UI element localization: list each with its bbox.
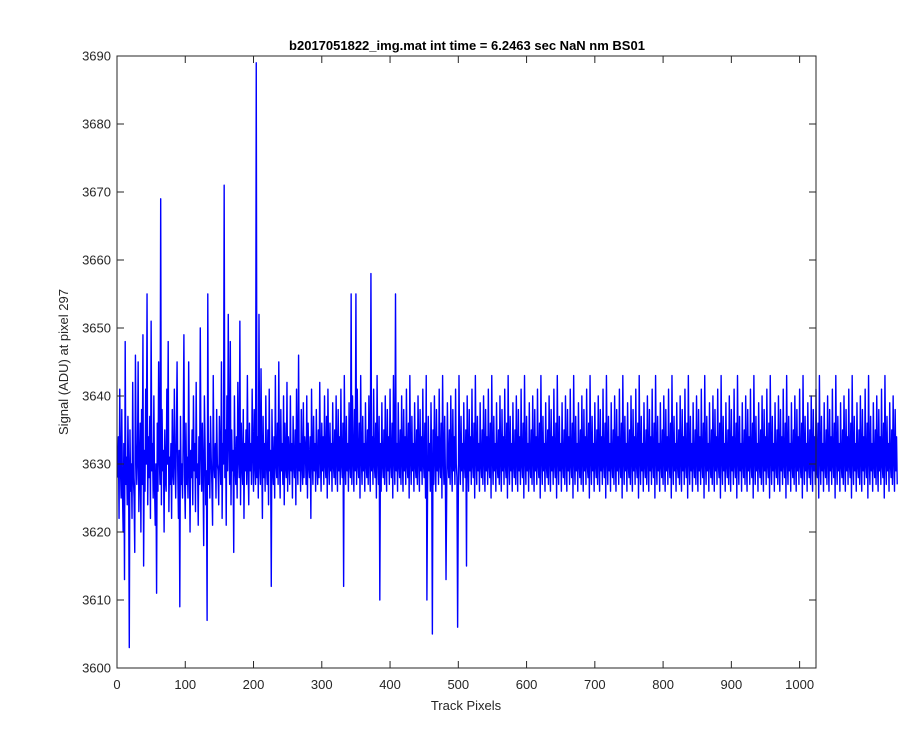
y-tick-label: 3620 [82,525,111,540]
x-tick-label: 600 [516,677,538,692]
x-tick-label: 800 [652,677,674,692]
x-tick-label: 0 [113,677,120,692]
x-tick-label: 400 [379,677,401,692]
x-tick-label: 200 [243,677,265,692]
y-tick-label: 3670 [82,185,111,200]
x-tick-label: 100 [174,677,196,692]
x-axis-ticks: 0 100 200 300 400 500 600 700 800 900 1000 [113,56,814,692]
chart-title: b2017051822_img.mat int time = 6.2463 se… [289,38,645,53]
y-axis-ticks: 3600 3610 3620 3630 3640 3650 3660 3670 3680 3690 [82,49,816,676]
x-tick-label: 300 [311,677,333,692]
y-tick-label: 3640 [82,389,111,404]
y-tick-label: 3650 [82,321,111,336]
y-tick-label: 3680 [82,117,111,132]
y-tick-label: 3660 [82,253,111,268]
x-tick-label: 1000 [785,677,814,692]
y-axis-label: Signal (ADU) at pixel 297 [56,289,71,435]
data-layer [116,62,898,649]
x-tick-label: 700 [584,677,606,692]
y-tick-label: 3690 [82,49,111,64]
y-tick-label: 3600 [82,661,111,676]
y-tick-label: 3630 [82,457,111,472]
x-tick-label: 900 [721,677,743,692]
plot-area: 0 100 200 300 400 500 600 700 800 900 1000 3600 361… [82,49,898,692]
x-tick-label: 500 [447,677,469,692]
x-axis-label: Track Pixels [431,698,502,713]
y-tick-label: 3610 [82,593,111,608]
series-line-0 [116,62,898,649]
axes-frame [116,55,817,669]
